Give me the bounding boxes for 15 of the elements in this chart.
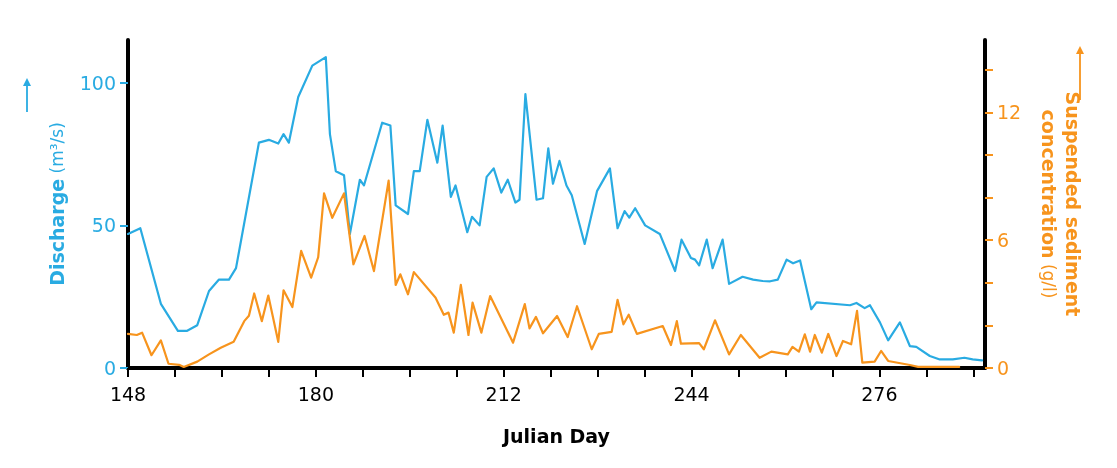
x-tick-label: 148 xyxy=(109,382,147,405)
x-tick-label: 180 xyxy=(297,382,334,405)
line-series xyxy=(126,56,984,362)
y-tick-label: 100 xyxy=(79,71,116,94)
y2-tick-label: 12 xyxy=(997,101,1022,124)
y2-tick-label: 0 xyxy=(997,357,1010,379)
x-tick-label: 244 xyxy=(673,382,710,405)
x-tick-label: 212 xyxy=(485,382,522,405)
y-tick-label: 0 xyxy=(103,357,116,379)
x-axis-title: Julian Day xyxy=(501,424,611,447)
x-tick-label: 276 xyxy=(861,382,898,405)
y2-tick-label: 6 xyxy=(997,229,1010,252)
line-series xyxy=(126,179,961,369)
y-tick-label: 50 xyxy=(91,214,116,237)
y-axis-title: Discharge (m³/s) xyxy=(45,122,68,286)
